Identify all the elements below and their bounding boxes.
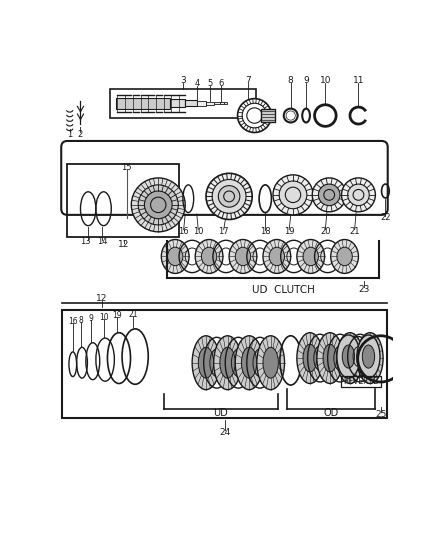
Text: 12: 12 <box>118 240 129 249</box>
Text: 10: 10 <box>99 313 108 322</box>
Ellipse shape <box>167 247 183 265</box>
Ellipse shape <box>235 247 251 265</box>
Ellipse shape <box>241 348 257 378</box>
Bar <box>197 101 206 106</box>
Ellipse shape <box>201 247 217 265</box>
Text: 24: 24 <box>219 427 231 437</box>
Ellipse shape <box>229 239 257 273</box>
Circle shape <box>212 180 246 213</box>
Ellipse shape <box>331 239 358 273</box>
Ellipse shape <box>195 239 223 273</box>
Bar <box>224 102 227 104</box>
Text: 21: 21 <box>350 227 360 236</box>
Text: 8: 8 <box>79 316 84 325</box>
Bar <box>341 376 381 387</box>
Ellipse shape <box>317 333 343 384</box>
Text: 4: 4 <box>194 79 199 88</box>
Bar <box>116 98 170 109</box>
Circle shape <box>138 185 178 225</box>
Bar <box>62 310 387 418</box>
Text: 6: 6 <box>219 79 224 88</box>
Circle shape <box>206 173 252 220</box>
Circle shape <box>279 181 307 209</box>
Ellipse shape <box>297 239 325 273</box>
Circle shape <box>312 178 346 212</box>
Text: 12: 12 <box>96 294 108 303</box>
Text: 1: 1 <box>67 130 72 139</box>
Text: 16: 16 <box>178 227 189 236</box>
Text: 15: 15 <box>121 163 132 172</box>
Ellipse shape <box>303 344 317 372</box>
Ellipse shape <box>357 333 383 384</box>
Ellipse shape <box>214 336 241 390</box>
Text: UD  CLUTCH: UD CLUTCH <box>251 285 314 295</box>
Bar <box>220 102 224 104</box>
Text: 19: 19 <box>284 227 294 236</box>
Circle shape <box>348 184 369 206</box>
Ellipse shape <box>257 336 285 390</box>
Ellipse shape <box>263 239 291 273</box>
Text: 13: 13 <box>80 237 90 246</box>
Text: 17: 17 <box>219 227 229 236</box>
Ellipse shape <box>263 348 279 378</box>
Text: 9: 9 <box>303 76 309 85</box>
Ellipse shape <box>192 336 220 390</box>
Text: 21: 21 <box>128 310 138 319</box>
Text: 3: 3 <box>180 76 186 85</box>
Text: 23: 23 <box>358 285 370 294</box>
Ellipse shape <box>337 335 360 378</box>
Text: 2: 2 <box>78 130 83 139</box>
Text: 19: 19 <box>113 311 122 320</box>
Circle shape <box>131 178 185 232</box>
Text: 9: 9 <box>89 314 94 324</box>
Text: 16: 16 <box>68 318 78 326</box>
Text: 7: 7 <box>245 76 251 85</box>
Text: 18: 18 <box>260 227 271 236</box>
Text: 22: 22 <box>380 213 391 222</box>
Ellipse shape <box>220 348 235 378</box>
Ellipse shape <box>235 336 263 390</box>
Ellipse shape <box>343 344 357 372</box>
Ellipse shape <box>357 335 380 378</box>
Text: 20: 20 <box>320 227 331 236</box>
Text: REVERSE: REVERSE <box>343 377 378 386</box>
Circle shape <box>318 184 340 206</box>
Ellipse shape <box>198 348 214 378</box>
Text: 11: 11 <box>353 76 364 85</box>
Ellipse shape <box>297 333 323 384</box>
Bar <box>214 102 220 104</box>
Text: 14: 14 <box>97 237 107 246</box>
Ellipse shape <box>323 344 337 372</box>
Ellipse shape <box>161 239 189 273</box>
Circle shape <box>273 175 313 215</box>
Text: 8: 8 <box>288 76 293 85</box>
Ellipse shape <box>337 247 352 265</box>
Ellipse shape <box>303 247 318 265</box>
Ellipse shape <box>363 344 377 372</box>
Text: 10: 10 <box>320 76 331 85</box>
Circle shape <box>218 185 240 207</box>
Ellipse shape <box>337 333 363 384</box>
Circle shape <box>342 178 375 212</box>
Text: 5: 5 <box>207 79 212 88</box>
Text: 25: 25 <box>375 410 386 419</box>
Circle shape <box>145 191 172 219</box>
Circle shape <box>237 99 272 133</box>
Bar <box>206 102 214 105</box>
Ellipse shape <box>362 345 374 368</box>
Text: 10: 10 <box>193 227 204 236</box>
Bar <box>170 99 185 107</box>
Bar <box>185 100 197 106</box>
Ellipse shape <box>269 247 285 265</box>
Bar <box>67 164 179 237</box>
Ellipse shape <box>342 345 355 368</box>
Bar <box>261 109 275 122</box>
Text: UD: UD <box>213 408 228 418</box>
Text: OD: OD <box>323 408 339 418</box>
Bar <box>110 88 256 118</box>
